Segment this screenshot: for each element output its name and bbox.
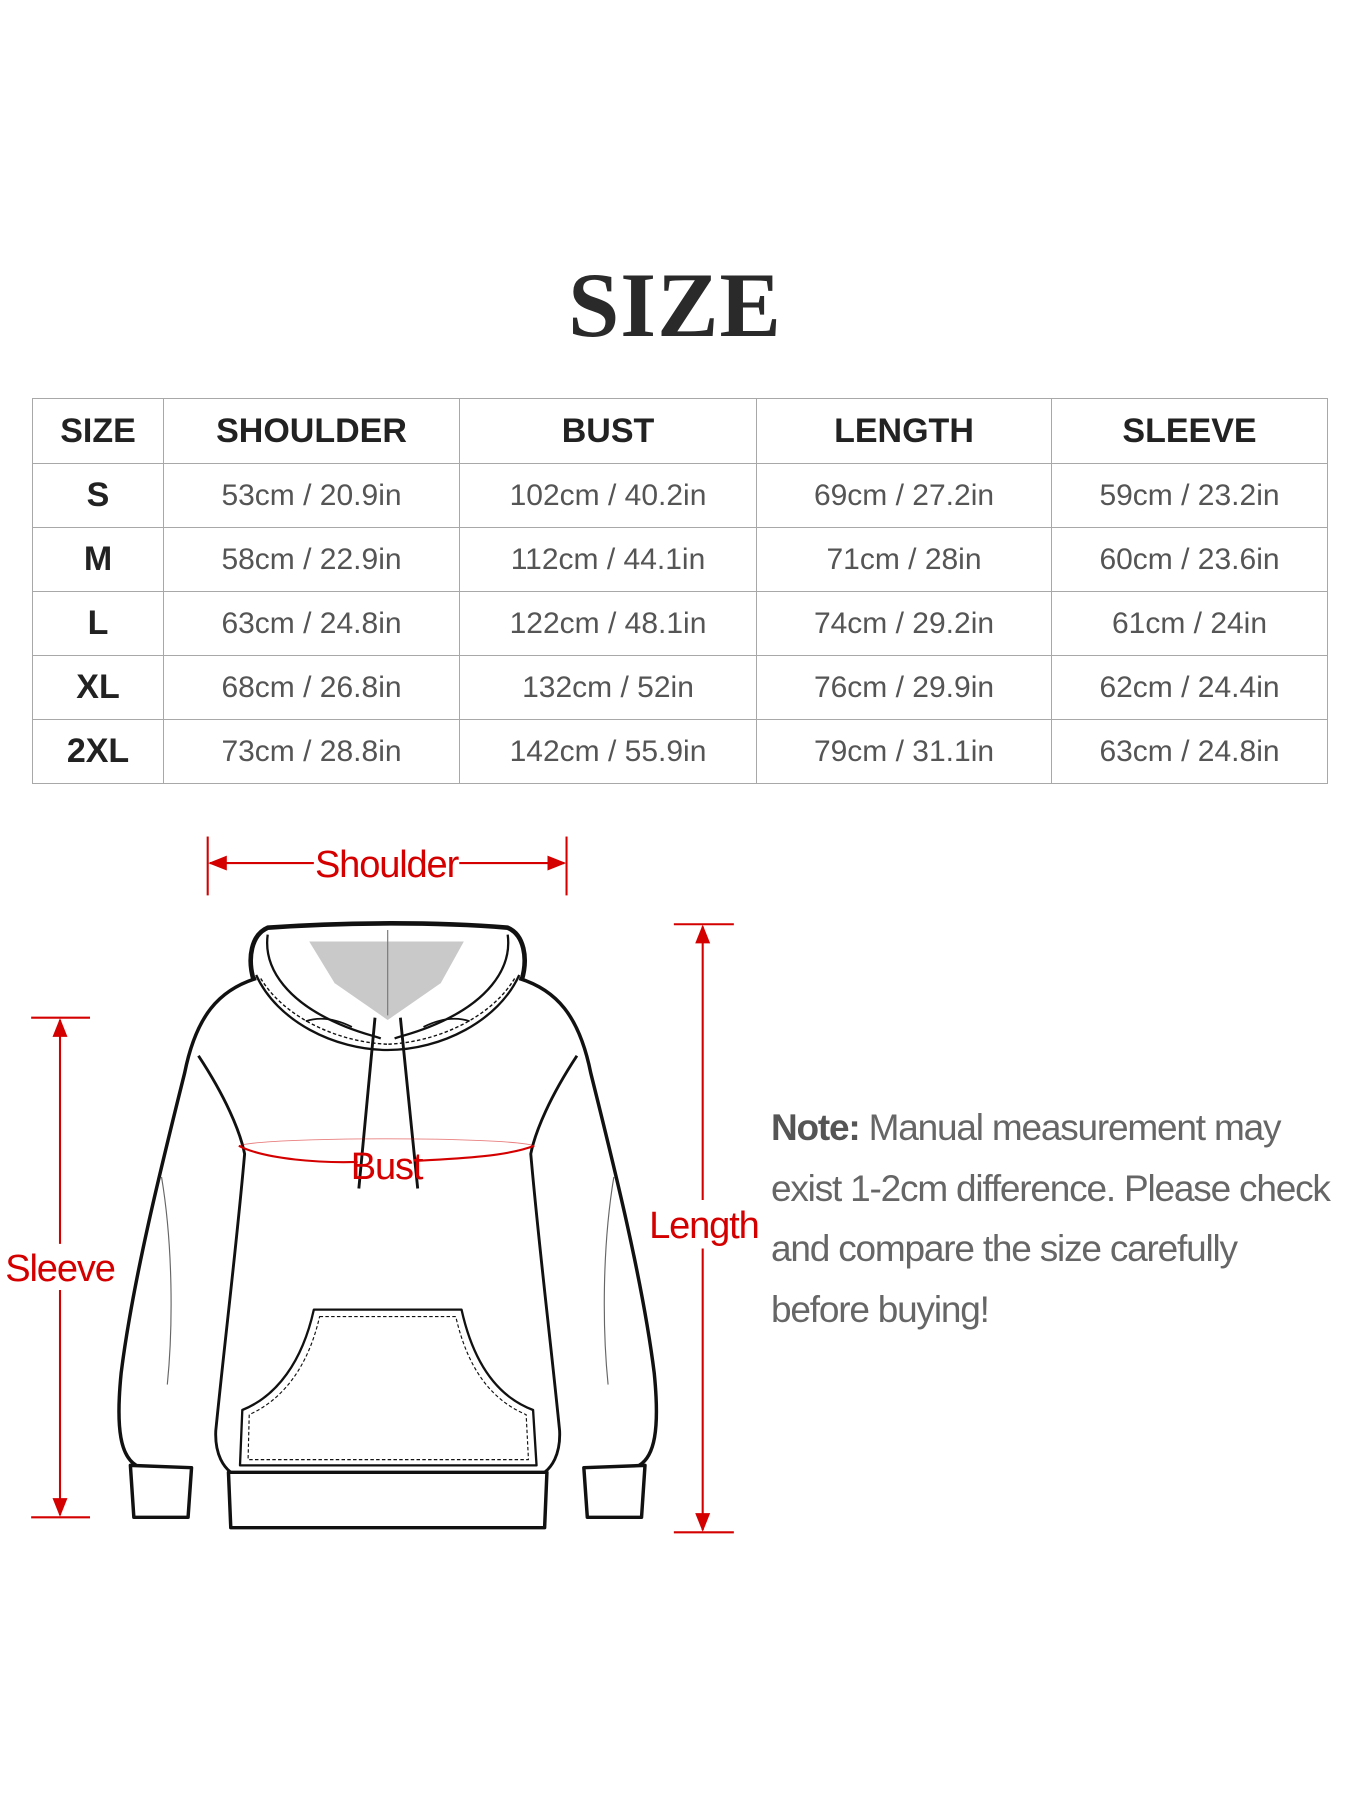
bust-line [238, 1144, 535, 1164]
measurement-cell: 59cm / 23.2in [1051, 463, 1328, 528]
drawstrings [357, 1017, 420, 1189]
measurement-cell: 60cm / 23.6in [1051, 527, 1328, 592]
measurement-cell: 63cm / 24.8in [1051, 719, 1328, 784]
measurement-cell: 132cm / 52in [459, 655, 757, 720]
sleeve-label: Sleeve [5, 1248, 114, 1290]
size-cell: 2XL [32, 719, 164, 784]
table-row: S 53cm / 20.9in 102cm / 40.2in 69cm / 27.2i… [32, 463, 1328, 528]
measurement-cell: 102cm / 40.2in [459, 463, 757, 528]
note-text: Manual measurement may exist 1-2cm diffe… [771, 1107, 1331, 1330]
measurement-note: Note: Manual measurement may exist 1-2cm… [771, 1098, 1331, 1340]
measurement-guides [31, 836, 734, 1534]
measurement-cell: 76cm / 29.9in [756, 655, 1052, 720]
measurement-cell: 74cm / 29.2in [756, 591, 1052, 656]
size-cell: M [32, 527, 164, 592]
bust-label: Bust [351, 1146, 424, 1188]
table-row: L 63cm / 24.8in 122cm / 48.1in 74cm / 29.2i… [32, 591, 1328, 656]
table-row: XL 68cm / 26.8in 132cm / 52in 76cm / 29.9in… [32, 655, 1328, 720]
measurement-cell: 73cm / 28.8in [163, 719, 460, 784]
measurement-cell: 112cm / 44.1in [459, 527, 757, 592]
header-sleeve: SLEEVE [1051, 398, 1328, 464]
page-title: SIZE [568, 254, 782, 356]
size-cell: S [32, 463, 164, 528]
table-header-row: SIZE SHOULDER BUST LENGTH SLEEVE [32, 398, 1328, 464]
measurement-cell: 79cm / 31.1in [756, 719, 1052, 784]
measurement-cell: 142cm / 55.9in [459, 719, 757, 784]
shoulder-label: Shoulder [315, 844, 460, 886]
measurement-cell: 71cm / 28in [756, 527, 1052, 592]
hem-band [226, 1470, 549, 1530]
measurement-cell: 53cm / 20.9in [163, 463, 460, 528]
hood-lining [309, 941, 464, 1020]
table-row: 2XL 73cm / 28.8in 142cm / 55.9in 79cm / 31.… [32, 719, 1328, 784]
table-row: M 58cm / 22.9in 112cm / 44.1in 71cm / 28in 6… [32, 527, 1328, 592]
header-size: SIZE [32, 398, 164, 464]
pocket [238, 1308, 538, 1467]
size-table: SIZE SHOULDER BUST LENGTH SLEEVE S 53cm /… [32, 398, 1328, 784]
length-label: Length [649, 1205, 759, 1247]
header-bust: BUST [459, 398, 757, 464]
measurement-cell: 122cm / 48.1in [459, 591, 757, 656]
header-length: LENGTH [756, 398, 1052, 464]
measurement-cell: 58cm / 22.9in [163, 527, 460, 592]
note-label: Note: [771, 1107, 861, 1148]
measurement-cell: 68cm / 26.8in [163, 655, 460, 720]
measurement-cell: 62cm / 24.4in [1051, 655, 1328, 720]
measurement-cell: 61cm / 24in [1051, 591, 1328, 656]
size-cell: L [32, 591, 164, 656]
measurement-cell: 63cm / 24.8in [163, 591, 460, 656]
hood-outline [248, 921, 527, 982]
hoodie-illustration [117, 921, 659, 1530]
